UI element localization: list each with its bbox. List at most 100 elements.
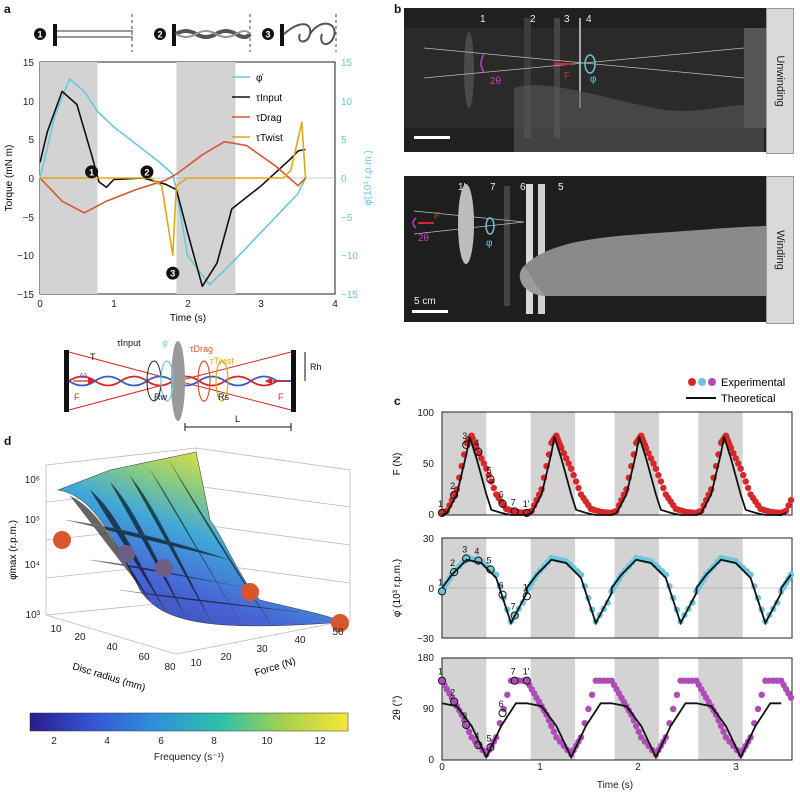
torque-chart: 1 23 15 10 5 0 −5 −10 −15 15 10 5 0 −5 −1… — [4, 58, 374, 324]
y2-axis-label: φ̇(10³ r.p.m.) — [363, 150, 374, 205]
x-tick: 4 — [332, 299, 338, 310]
y-axis-label: 2θ (°) — [392, 696, 403, 721]
subplot-frame — [441, 411, 793, 516]
experimental-point — [727, 444, 735, 452]
experimental-point — [241, 583, 259, 601]
experimental-point — [635, 728, 642, 735]
experimental-point — [558, 444, 565, 452]
experimental-point — [660, 484, 667, 492]
theoretical-line — [441, 558, 792, 626]
stage-marker-label: 3 — [170, 269, 175, 279]
y-tick: 50 — [332, 627, 344, 638]
experimental-point — [53, 531, 71, 549]
photo-label: 2 — [530, 14, 536, 25]
state-label: 7 — [511, 498, 516, 508]
x-tick: 10 — [50, 624, 62, 635]
stage-marker — [34, 28, 46, 40]
y-axis-label: Force (N) — [253, 656, 297, 679]
y-axis-label: φ̇ (10³ r.p.m.) — [392, 559, 403, 617]
stage-marker — [154, 28, 166, 40]
experimental-point — [331, 614, 349, 632]
state-marker — [486, 743, 495, 752]
experimental-point — [553, 734, 560, 741]
state-marker — [522, 592, 531, 601]
experimental-point — [650, 460, 657, 467]
y-tick: −10 — [17, 251, 34, 262]
legend-entry: φ̇ — [256, 73, 263, 84]
experimental-point — [633, 722, 640, 730]
state-label: 1 — [438, 667, 443, 677]
photo-label: 2θ — [490, 76, 502, 87]
state-label: 1' — [523, 667, 530, 677]
stage-marker-label: 2 — [157, 30, 162, 40]
experimental-point — [480, 460, 488, 467]
experimental-point — [740, 471, 747, 479]
state-marker — [498, 708, 507, 718]
y2-tick: 15 — [341, 58, 353, 69]
state-marker — [522, 676, 531, 685]
state-marker — [474, 741, 483, 750]
y2-tick: 10 — [341, 97, 353, 108]
experimental-point — [548, 722, 555, 730]
subplot-frame — [441, 657, 793, 761]
experimental-point — [717, 722, 725, 730]
winding-photo: 1' 7 6 5 2θ F φ 5 cm — [404, 176, 768, 322]
experimental-point — [575, 484, 582, 492]
panel-d-letter: d — [4, 434, 12, 448]
state-marker — [450, 491, 459, 500]
experimental-point — [490, 484, 497, 492]
state-label: 1' — [523, 499, 530, 509]
x-tick: 60 — [138, 652, 150, 663]
state-marker — [474, 556, 483, 565]
experimental-point — [472, 738, 479, 745]
state-label: 3 — [462, 431, 467, 441]
experimental-point — [556, 738, 564, 745]
experimental-point — [463, 722, 470, 730]
experimental-point — [655, 471, 662, 479]
experimental-point — [570, 471, 577, 479]
panel-b-letter: b — [394, 2, 402, 16]
x-tick: 80 — [164, 662, 176, 673]
state-label: 6 — [499, 490, 504, 500]
legend-experimental: Experimental — [721, 377, 785, 389]
experimental-point — [742, 478, 749, 485]
unwinding-photo: 1 2 3 4 2θ F φ — [404, 8, 768, 152]
shaded-region — [698, 658, 743, 760]
x-tick: 2 — [635, 762, 641, 773]
colorbar-label: Frequency (s⁻¹) — [154, 752, 224, 763]
colorbar — [29, 712, 349, 732]
tau-input-line — [39, 90, 306, 288]
colorbar-tick: 6 — [158, 736, 164, 747]
experimental-point — [726, 738, 733, 745]
experimental-point — [642, 444, 650, 452]
schematic-label: Rh — [310, 362, 322, 372]
colorbar-tick: 12 — [314, 736, 326, 747]
photo-label: 1 — [480, 14, 486, 25]
experimental-point — [782, 507, 790, 515]
unwinding-tag: Unwinding — [766, 8, 794, 154]
state-label: 5 — [486, 733, 491, 743]
experimental-point — [730, 450, 737, 457]
state-label: 4 — [474, 547, 479, 557]
experimental-point — [485, 471, 492, 479]
experimental-point — [504, 691, 511, 698]
stage-marker-label: 3 — [265, 30, 270, 40]
x-tick: 2 — [185, 299, 191, 310]
schematic-label: Rs — [218, 392, 229, 402]
experimental-point — [585, 705, 592, 713]
y-tick: 100 — [417, 408, 434, 419]
y-tick: 0 — [428, 510, 434, 521]
experimental-point — [638, 734, 645, 741]
state-label: 4 — [474, 438, 479, 448]
state-label: 3 — [462, 544, 467, 554]
y-tick: 10 — [190, 658, 202, 669]
y-tick: −30 — [417, 634, 434, 645]
y2-tick: 5 — [341, 135, 347, 146]
experimental-point — [722, 734, 730, 741]
state-marker — [462, 720, 471, 730]
panel-c-letter: c — [394, 394, 401, 408]
experimental-point — [468, 734, 475, 741]
experimental-point — [735, 460, 742, 467]
x-tick: 0 — [37, 299, 43, 310]
